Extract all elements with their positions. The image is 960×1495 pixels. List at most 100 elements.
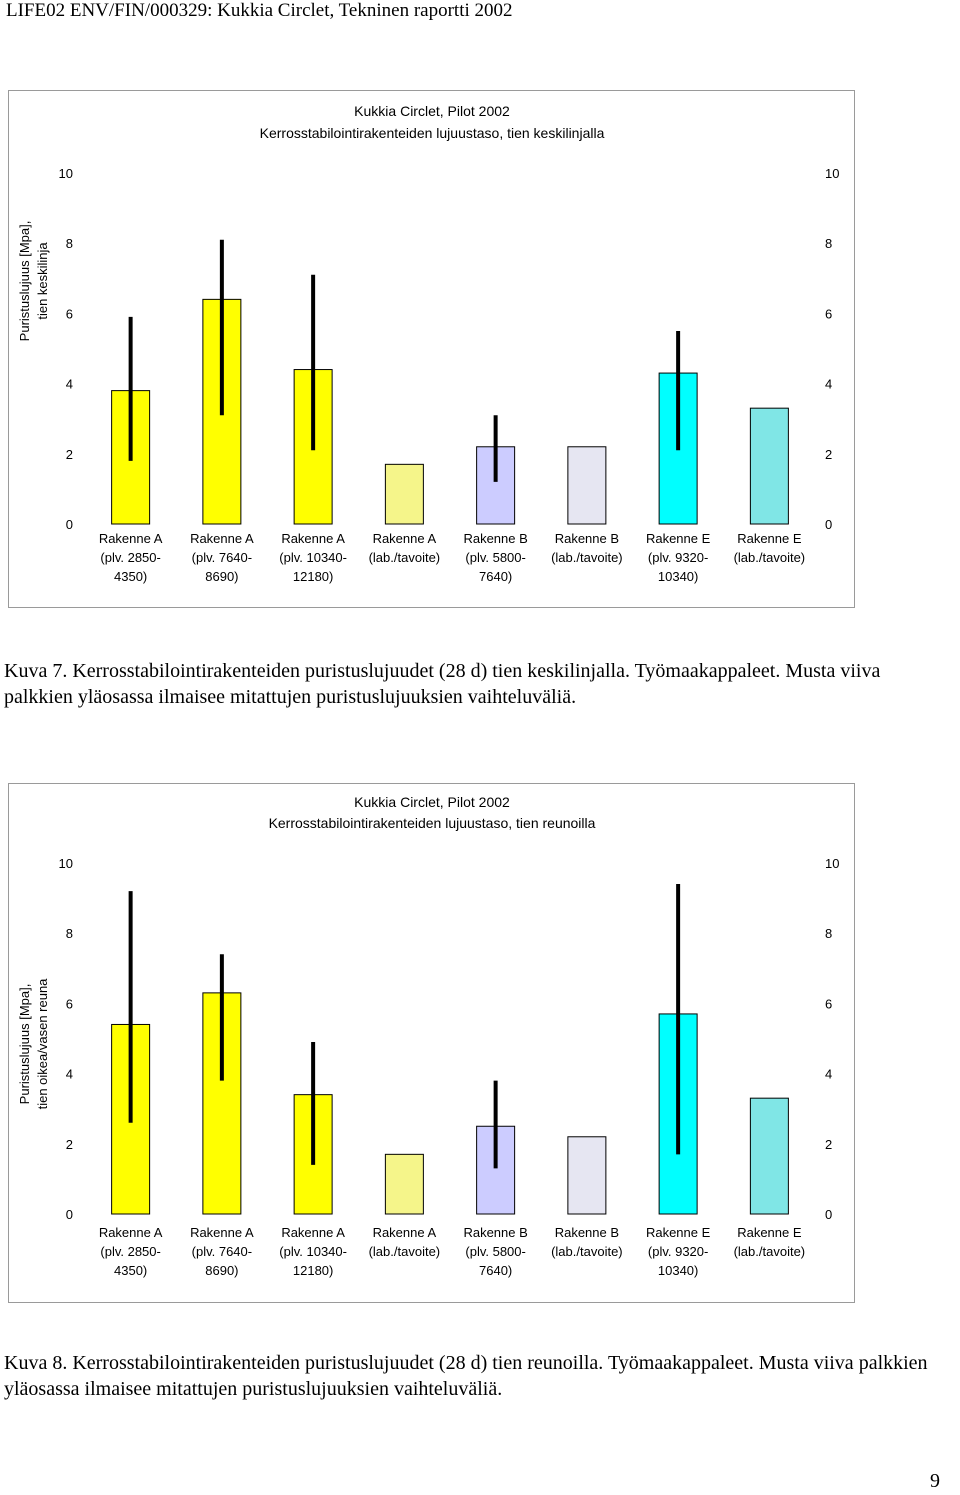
y-tick-label-left: 8 (66, 926, 73, 941)
x-category-label-line: 8690) (205, 569, 238, 584)
y-tick-label-right: 0 (825, 517, 832, 532)
x-category-label: Rakenne E (plv. 9320- 10340) (646, 1225, 711, 1278)
x-category-label-line: (lab./tavoite) (551, 1244, 623, 1259)
y-tick-label-right: 2 (825, 447, 832, 462)
x-category-label-line: 4350) (114, 569, 147, 584)
x-category-label-line: Rakenne A (99, 531, 163, 546)
x-category-label-line: (lab./tavoite) (369, 1244, 441, 1259)
x-category-label-line: Rakenne B (463, 531, 527, 546)
bar (567, 1136, 607, 1215)
y-tick-label-right: 8 (825, 236, 832, 251)
x-category-label-line: 7640) (479, 569, 512, 584)
bar (749, 407, 789, 525)
y-tick-label-left: 10 (59, 856, 73, 871)
y-axis-label-line: tien keskilinja (35, 242, 50, 320)
x-category-label-line: Rakenne A (190, 531, 254, 546)
y-tick-label-right: 8 (825, 926, 832, 941)
x-category-label-line: Rakenne B (555, 531, 619, 546)
x-category-label-line: (lab./tavoite) (734, 550, 806, 565)
x-category-label-line: 10340) (658, 1263, 698, 1278)
bar (384, 1153, 424, 1215)
x-category-label-line: (plv. 5800- (465, 550, 525, 565)
x-category-label-line: 12180) (293, 569, 333, 584)
y-tick-label-right: 6 (825, 306, 832, 321)
x-category-label-line: (plv. 9320- (648, 1244, 708, 1259)
y-axis-label-line: tien oikea/vasen reuna (35, 978, 50, 1110)
x-category-label-line: Rakenne E (737, 531, 802, 546)
x-category-label-line: Rakenne E (646, 1225, 711, 1240)
x-category-label: Rakenne E (lab./tavoite) (734, 1225, 806, 1259)
x-category-label: Rakenne B (lab./tavoite) (551, 531, 623, 565)
x-category-label-line: Rakenne A (373, 1225, 437, 1240)
bar (476, 446, 516, 525)
x-category-label-line: (plv. 10340- (279, 550, 347, 565)
y-tick-label-left: 6 (66, 306, 73, 321)
x-category-label: Rakenne A (plv. 10340- 12180) (279, 1225, 347, 1278)
chart-1-frame: Kukkia Circlet, Pilot 2002 Kerrosstabiloi… (8, 90, 855, 608)
x-category-label: Rakenne A (plv. 7640- 8690) (190, 531, 254, 584)
figure-2-caption: Kuva 8. Kerrosstabilointirakenteiden pur… (4, 1352, 928, 1400)
x-category-label-line: 8690) (205, 1263, 238, 1278)
x-category-label: Rakenne E (plv. 9320- 10340) (646, 531, 711, 584)
y-tick-label-right: 2 (825, 1137, 832, 1152)
x-category-label: Rakenne A (lab./tavoite) (369, 531, 441, 565)
chart-2-frame: Kukkia Circlet, Pilot 2002 Kerrosstabiloi… (8, 783, 855, 1303)
x-category-label-line: Rakenne A (99, 1225, 163, 1240)
y-axis-label: Puristuslujuus [Mpa], tien oikea/vasen re… (17, 978, 50, 1110)
x-category-label-line: (plv. 10340- (279, 1244, 347, 1259)
y-tick-label-right: 10 (825, 856, 839, 871)
x-category-label-line: (plv. 7640- (192, 550, 252, 565)
y-tick-label-left: 0 (66, 1207, 73, 1222)
chart-subtitle: Kerrosstabilointirakenteiden lujuustaso,… (269, 815, 596, 831)
x-category-label-line: (lab./tavoite) (369, 550, 441, 565)
x-category-label: Rakenne A (plv. 10340- 12180) (279, 531, 347, 584)
y-axis-label-line: Puristuslujuus [Mpa], (17, 221, 32, 342)
y-tick-label-left: 4 (66, 377, 73, 392)
x-category-label-line: (plv. 5800- (465, 1244, 525, 1259)
y-tick-label-left: 6 (66, 996, 73, 1011)
x-category-label: Rakenne A (plv. 7640- 8690) (190, 1225, 254, 1278)
y-tick-label-left: 8 (66, 236, 73, 251)
chart-subtitle: Kerrosstabilointirakenteiden lujuustaso,… (260, 125, 605, 141)
x-category-label: Rakenne B (plv. 5800- 7640) (463, 531, 527, 584)
y-tick-label-left: 10 (59, 166, 73, 181)
y-tick-label-right: 6 (825, 996, 832, 1011)
x-category-label: Rakenne B (plv. 5800- 7640) (463, 1225, 527, 1278)
figure-1-caption: Kuva 7. Kerrosstabilointirakenteiden pur… (4, 660, 881, 708)
x-category-label: Rakenne A (lab./tavoite) (369, 1225, 441, 1259)
x-category-label-line: 10340) (658, 569, 698, 584)
x-category-label-line: Rakenne B (555, 1225, 619, 1240)
y-tick-label-right: 4 (825, 377, 832, 392)
y-tick-label-left: 4 (66, 1067, 73, 1082)
chart-2-svg: Kukkia Circlet, Pilot 2002 Kerrosstabiloi… (17, 794, 839, 1278)
chart-1-svg: Kukkia Circlet, Pilot 2002 Kerrosstabiloi… (17, 103, 839, 584)
y-tick-label-right: 4 (825, 1067, 832, 1082)
x-category-label-line: Rakenne A (281, 531, 345, 546)
y-tick-label-right: 10 (825, 166, 839, 181)
x-category-label-line: (plv. 9320- (648, 550, 708, 565)
x-category-label-line: 4350) (114, 1263, 147, 1278)
chart-title: Kukkia Circlet, Pilot 2002 (354, 103, 510, 119)
x-category-label: Rakenne E (lab./tavoite) (734, 531, 806, 565)
x-category-label-line: (plv. 2850- (100, 1244, 160, 1259)
x-category-label: Rakenne A (plv. 2850- 4350) (99, 1225, 163, 1278)
x-category-label-line: 12180) (293, 1263, 333, 1278)
page-header: LIFE02 ENV/FIN/000329: Kukkia Circlet, T… (6, 0, 513, 21)
x-category-label: Rakenne A (plv. 2850- 4350) (99, 531, 163, 584)
x-category-label-line: (plv. 2850- (100, 550, 160, 565)
x-category-label-line: Rakenne E (737, 1225, 802, 1240)
x-category-label-line: Rakenne A (373, 531, 437, 546)
y-tick-label-left: 0 (66, 517, 73, 532)
x-category-label-line: Rakenne A (281, 1225, 345, 1240)
x-category-label-line: Rakenne B (463, 1225, 527, 1240)
page-number: 9 (930, 1470, 940, 1492)
y-tick-label-left: 2 (66, 1137, 73, 1152)
y-tick-label-left: 2 (66, 447, 73, 462)
x-category-label-line: 7640) (479, 1263, 512, 1278)
x-category-label-line: Rakenne A (190, 1225, 254, 1240)
x-category-label: Rakenne B (lab./tavoite) (551, 1225, 623, 1259)
chart-title: Kukkia Circlet, Pilot 2002 (354, 794, 510, 810)
x-category-label-line: (lab./tavoite) (551, 550, 623, 565)
x-category-label-line: (lab./tavoite) (734, 1244, 806, 1259)
bar (749, 1097, 789, 1215)
